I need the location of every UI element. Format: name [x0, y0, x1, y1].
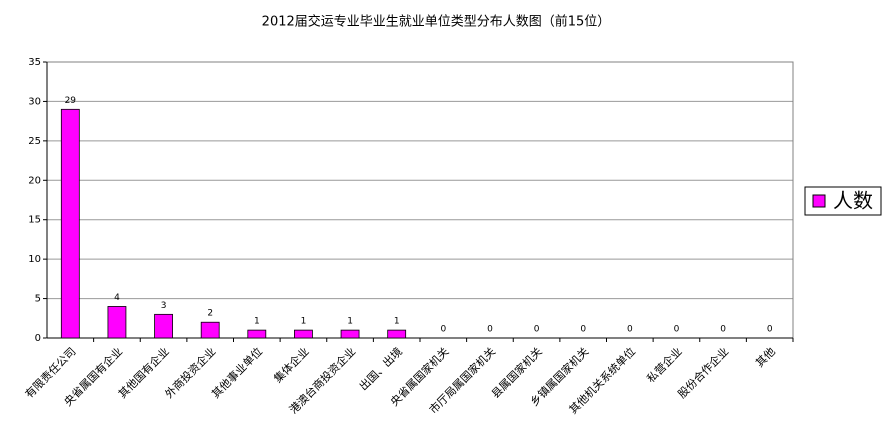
y-tick-label: 0 [35, 333, 41, 344]
data-label: 0 [440, 325, 446, 335]
data-label: 3 [161, 301, 167, 311]
y-tick-label: 5 [35, 294, 41, 305]
bar [107, 306, 127, 339]
bar [340, 329, 360, 339]
data-label: 29 [65, 96, 77, 106]
y-tick-label: 10 [28, 254, 41, 265]
data-label: 0 [580, 325, 586, 335]
y-tick-label: 30 [28, 96, 41, 107]
legend-swatch [812, 194, 826, 208]
data-label: 2 [207, 309, 213, 319]
data-label: 1 [347, 317, 353, 327]
data-label: 4 [114, 293, 120, 303]
bar [247, 329, 267, 339]
y-tick-label: 20 [28, 175, 41, 186]
bar [200, 321, 220, 339]
legend-label: 人数 [833, 189, 873, 213]
y-tick-label: 35 [28, 57, 41, 68]
data-label: 1 [301, 317, 307, 327]
data-label: 0 [487, 325, 493, 335]
data-label: 0 [674, 325, 680, 335]
data-label: 0 [627, 325, 633, 335]
data-label: 1 [254, 317, 260, 327]
bar [60, 108, 80, 339]
bar [294, 329, 313, 339]
data-label: 0 [534, 325, 540, 335]
y-tick-label: 15 [28, 215, 41, 226]
bar [387, 329, 407, 339]
y-tick-label: 25 [28, 136, 41, 147]
chart-title: 2012届交运专业毕业生就业单位类型分布人数图（前15位） [262, 14, 611, 30]
data-label: 0 [720, 325, 726, 335]
data-label: 1 [394, 317, 400, 327]
bar [154, 313, 173, 339]
data-label: 0 [767, 325, 773, 335]
